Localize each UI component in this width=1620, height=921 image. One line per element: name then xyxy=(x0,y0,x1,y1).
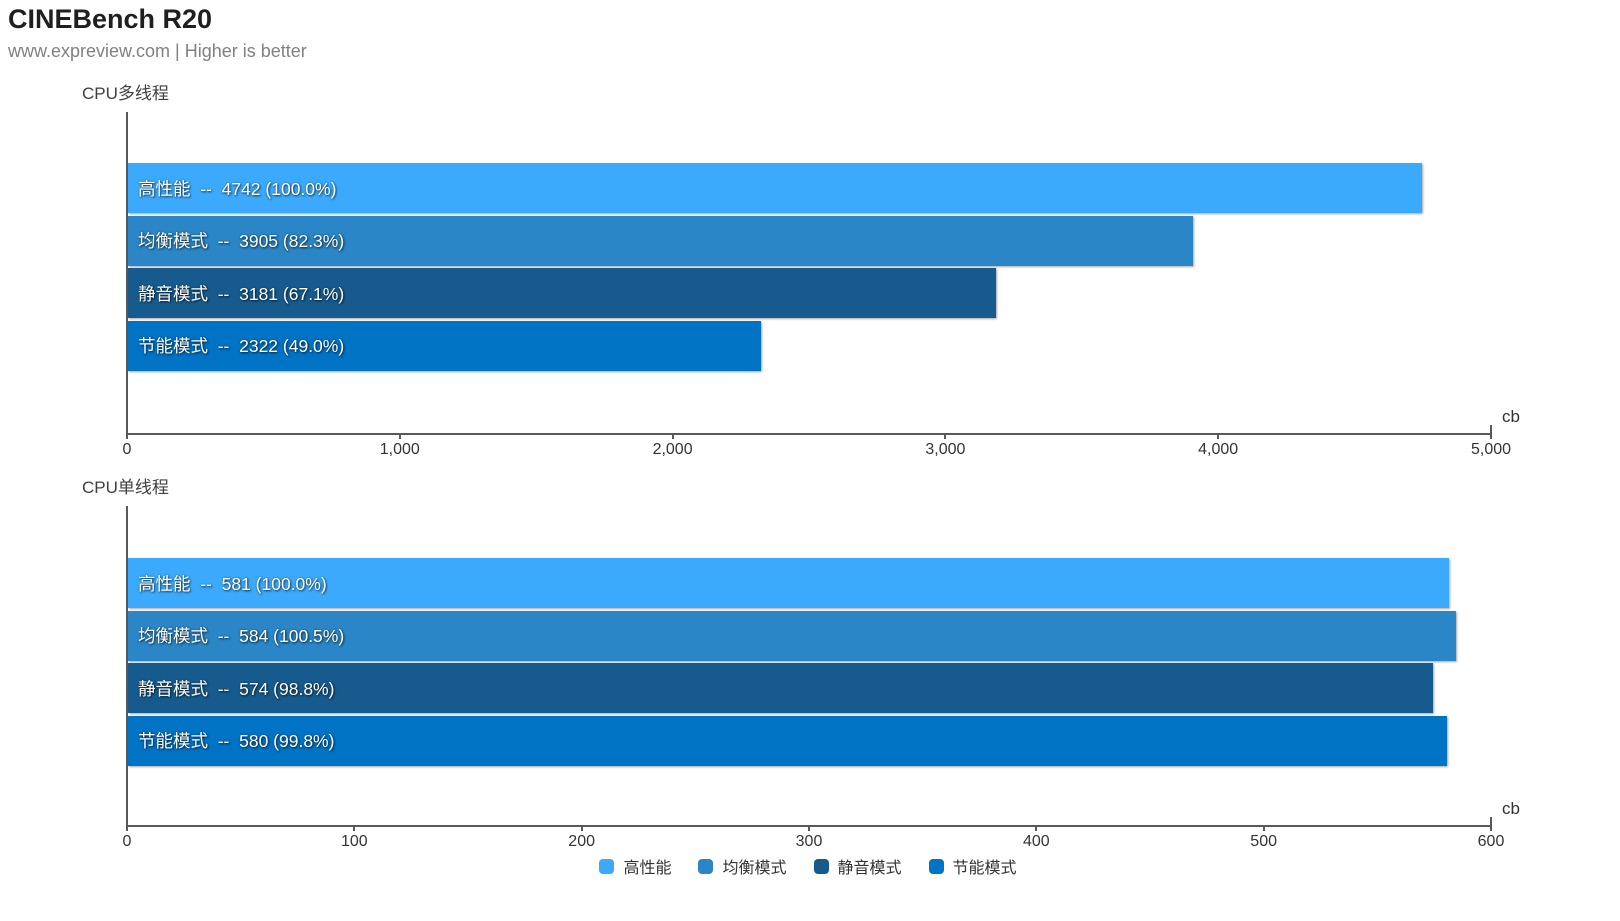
legend-swatch xyxy=(698,858,714,874)
tick-label: 1,000 xyxy=(379,441,420,458)
legend-swatch xyxy=(928,858,944,874)
tick-label: 200 xyxy=(568,833,595,850)
bar-label: 静音模式 -- 574 (98.8%) xyxy=(138,678,335,699)
bar-label: 均衡模式 -- 3905 (82.3%) xyxy=(138,231,345,251)
bar-row: 均衡模式 -- 3905 (82.3%) xyxy=(128,215,1193,266)
legend-label: 节能模式 xyxy=(952,860,1017,877)
axis-tick xyxy=(1217,433,1220,439)
axis-tick xyxy=(1035,825,1038,831)
tick-label: 300 xyxy=(795,833,823,850)
axis-tick xyxy=(1490,433,1492,439)
chart-title: CPU单线程 xyxy=(82,478,169,497)
bar-row: 静音模式 -- 574 (98.8%) xyxy=(128,663,1433,713)
bar-row: 均衡模式 -- 584 (100.5%) xyxy=(128,610,1456,661)
axis-end-cap xyxy=(1490,425,1492,433)
axis-tick xyxy=(398,433,401,439)
bar-label: 高性能 -- 581 (100.0%) xyxy=(138,573,327,594)
bar-label: 高性能 -- 4742 (100.0%) xyxy=(138,178,337,199)
axis-tick xyxy=(126,825,128,831)
page-title: CINEBench R20 xyxy=(8,4,213,34)
legend-swatch xyxy=(813,858,829,874)
legend-item: 均衡模式 xyxy=(698,854,787,878)
legend-label: 静音模式 xyxy=(837,860,902,877)
tick-label: 0 xyxy=(122,441,132,458)
bar-row: 节能模式 -- 2322 (49.0%) xyxy=(128,320,761,371)
y-axis-line xyxy=(126,112,128,439)
legend-item: 高性能 xyxy=(599,854,671,878)
legend-item: 节能模式 xyxy=(928,854,1017,878)
legend-item: 静音模式 xyxy=(813,854,902,878)
chart-legend: 高性能 均衡模式 静音模式 节能模式 xyxy=(0,853,1616,879)
tick-label: 3,000 xyxy=(925,441,966,458)
axis-tick xyxy=(353,825,356,831)
bar-row: 高性能 -- 581 (100.0%) xyxy=(128,558,1449,608)
tick-label: 5,000 xyxy=(1470,441,1512,458)
axis-tick xyxy=(126,433,128,439)
chart-title: CPU多线程 xyxy=(82,84,169,103)
legend-swatch xyxy=(599,858,615,874)
axis-tick xyxy=(944,433,947,439)
bar-label: 节能模式 -- 580 (99.8%) xyxy=(138,731,335,751)
axis-tick xyxy=(671,433,674,439)
bar-label: 均衡模式 -- 584 (100.5%) xyxy=(138,626,345,646)
bar-label: 静音模式 -- 3181 (67.1%) xyxy=(138,283,345,304)
bar-label: 节能模式 -- 2322 (49.0%) xyxy=(138,336,345,356)
x-axis-line xyxy=(126,433,1492,435)
y-axis-line xyxy=(126,506,128,831)
axis-tick xyxy=(1490,825,1492,831)
axis-end-cap xyxy=(1490,817,1492,825)
legend-label: 高性能 xyxy=(623,860,672,877)
legend-label: 均衡模式 xyxy=(722,860,787,877)
axis-unit-label: cb xyxy=(1502,799,1520,818)
tick-label: 4,000 xyxy=(1198,441,1239,458)
axis-unit-label: cb xyxy=(1502,407,1520,426)
bar-row: 高性能 -- 4742 (100.0%) xyxy=(128,163,1422,213)
tick-label: 400 xyxy=(1022,833,1050,850)
tick-label: 2,000 xyxy=(652,441,693,458)
bar-row: 节能模式 -- 580 (99.8%) xyxy=(128,715,1447,766)
bar-row: 静音模式 -- 3181 (67.1%) xyxy=(128,268,996,318)
tick-label: 0 xyxy=(122,833,132,850)
tick-label: 600 xyxy=(1477,833,1505,850)
tick-label: 500 xyxy=(1250,833,1277,850)
axis-tick xyxy=(808,825,810,831)
axis-tick xyxy=(1262,825,1265,831)
axis-tick xyxy=(580,825,583,831)
page-subtitle: www.expreview.com | Higher is better xyxy=(8,41,307,61)
tick-label: 100 xyxy=(340,833,368,850)
